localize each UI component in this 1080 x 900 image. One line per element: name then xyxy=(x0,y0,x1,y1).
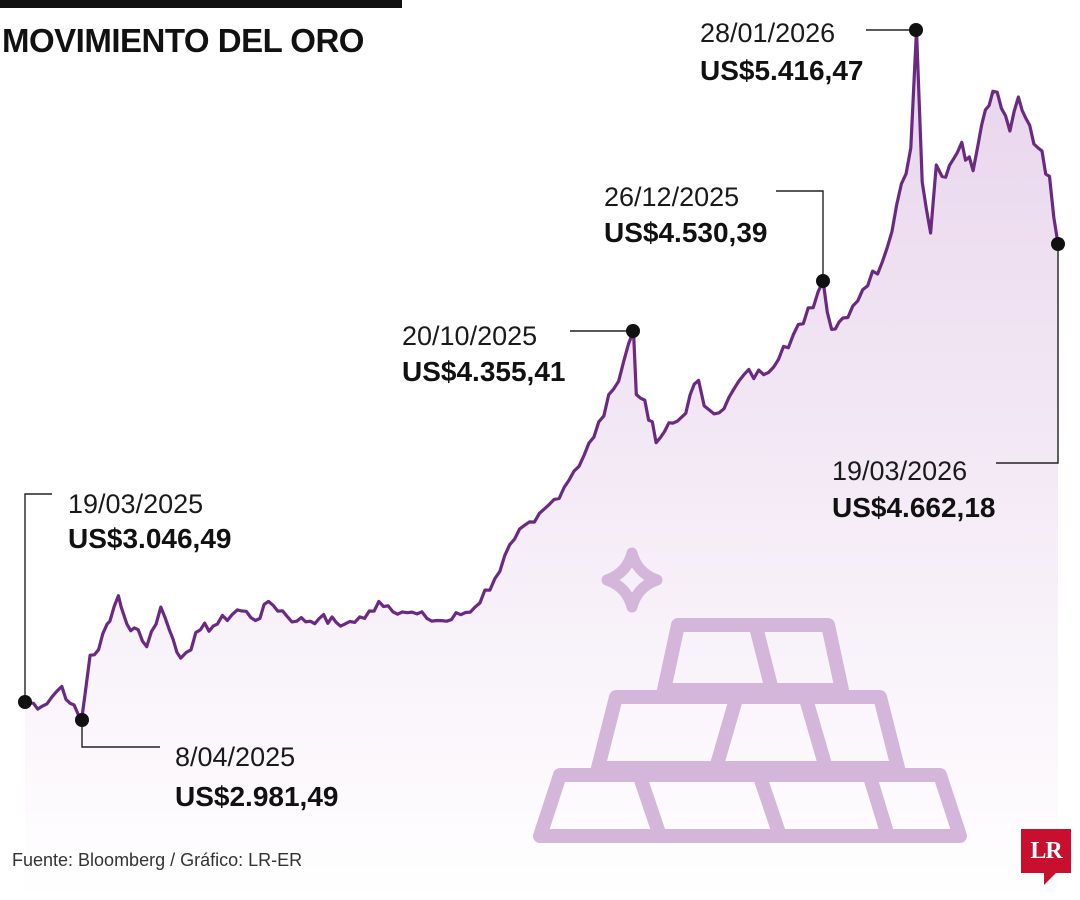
lr-logo: LR xyxy=(1021,829,1071,873)
annotations: 19/03/2025 US$3.046,49 8/04/2025 US$2.981,4… xyxy=(18,18,1065,812)
annotation-dot xyxy=(75,713,89,727)
annotation-dot xyxy=(626,324,640,338)
annotation-date: 20/10/2025 xyxy=(402,321,537,351)
annotation-date: 19/03/2026 xyxy=(832,456,967,486)
annotation-price: US$4.355,41 xyxy=(402,356,565,387)
annotation-leader xyxy=(24,493,52,702)
annotation-price: US$2.981,49 xyxy=(175,781,338,812)
sparkle-icon xyxy=(601,547,663,613)
top-rule xyxy=(0,0,402,8)
annotation-dot xyxy=(1051,237,1065,251)
annotation-date: 26/12/2025 xyxy=(604,182,739,212)
annotation-price: US$4.662,18 xyxy=(832,492,995,523)
annotation-dot xyxy=(18,695,32,709)
annotation-leader xyxy=(81,720,160,748)
annotation-leader xyxy=(776,190,824,281)
annotation-price: US$5.416,47 xyxy=(700,55,863,86)
annotation-date: 8/04/2025 xyxy=(175,742,295,772)
annotation-dot xyxy=(909,23,923,37)
annotation-dot xyxy=(816,274,830,288)
chart-title: MOVIMIENTO DEL ORO xyxy=(2,22,364,59)
annotation-price: US$3.046,49 xyxy=(68,523,231,554)
source-note: Fuente: Bloomberg / Gráfico: LR-ER xyxy=(12,850,303,870)
price-line xyxy=(24,28,1060,722)
annotation-date: 28/01/2026 xyxy=(700,18,835,48)
gold-bars-icon xyxy=(533,618,967,843)
annotation-price: US$4.530,39 xyxy=(604,217,767,248)
lr-logo-tail xyxy=(1044,873,1056,885)
annotation-leader xyxy=(996,244,1059,464)
price-area-fill xyxy=(25,30,1058,900)
annotation-date: 19/03/2025 xyxy=(68,489,203,519)
